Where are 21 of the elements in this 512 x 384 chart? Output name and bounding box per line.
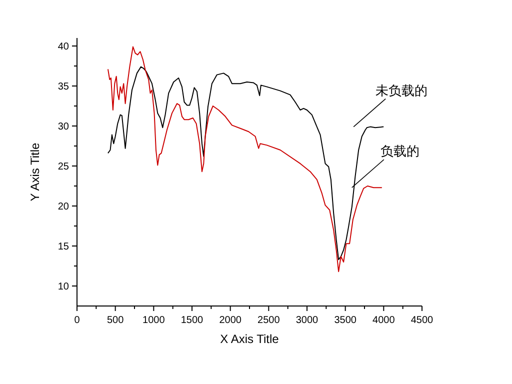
y-axis-title: Y Axis Title [28, 142, 42, 202]
x-tick-label: 1500 [180, 315, 204, 326]
y-tick-label: 20 [58, 202, 70, 212]
x-tick-label: 0 [74, 315, 80, 326]
x-tick-label: 4500 [410, 315, 434, 326]
x-tick-label: 2000 [219, 315, 242, 326]
y-tick-label: 25 [58, 162, 70, 172]
x-tick-label: 500 [106, 315, 124, 326]
y-tick-label: 35 [58, 82, 70, 92]
text: 负载的 [380, 144, 420, 159]
y-tick-label: 10 [58, 282, 70, 292]
y-tick-label: 40 [58, 42, 70, 52]
y-tick-label: 15 [58, 242, 70, 252]
x-tick-label: 3500 [334, 315, 357, 326]
x-tick-label: 1000 [142, 315, 166, 326]
x-tick-label: 4000 [372, 315, 396, 326]
x-tick-label: 2500 [258, 315, 280, 326]
y-tick-label: 30 [58, 122, 70, 132]
x-axis-title: X Axis Title [220, 332, 280, 346]
x-tick-label: 3000 [296, 315, 319, 326]
text: 未负载的 [376, 82, 428, 98]
